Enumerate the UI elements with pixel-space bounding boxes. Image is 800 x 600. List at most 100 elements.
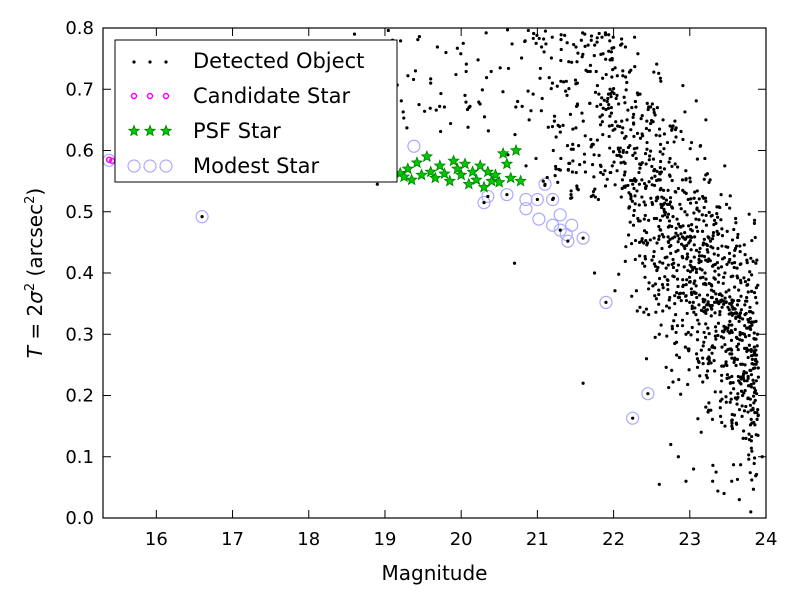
detected-object-point (582, 160, 587, 164)
detected-object-point (731, 463, 736, 467)
detected-object-point (672, 319, 676, 323)
detected-object-point (668, 156, 672, 161)
detected-object-point (600, 35, 604, 39)
detected-object-point (653, 335, 657, 339)
detected-object-point (718, 414, 723, 418)
detected-object-point (755, 417, 759, 421)
detected-object-point (617, 153, 621, 157)
detected-object-point (681, 83, 685, 88)
detected-object-point (732, 254, 736, 258)
detected-object-point (690, 306, 694, 311)
detected-object-point (622, 136, 627, 140)
detected-object-point (713, 390, 717, 394)
detected-object-point (630, 106, 634, 110)
detected-object-point (604, 107, 608, 112)
detected-object-point (667, 298, 671, 302)
detected-object-point (688, 300, 692, 304)
detected-object-point (665, 304, 669, 308)
detected-object-point (701, 275, 705, 279)
detected-object-point (732, 227, 736, 232)
detected-object-point (731, 381, 735, 385)
detected-object-point (554, 135, 558, 139)
detected-object-point (601, 106, 605, 110)
detected-object-point (624, 184, 628, 188)
detected-object-point (595, 104, 599, 108)
detected-object-point (657, 224, 661, 229)
detected-object-point (643, 257, 648, 261)
detected-object-point (633, 99, 637, 104)
x-tick-label: 21 (526, 529, 549, 550)
detected-object-point (686, 268, 690, 273)
detected-object-point (401, 110, 405, 114)
psf-star-point (462, 177, 476, 190)
detected-object-point (723, 271, 727, 275)
detected-object-point (551, 148, 555, 153)
detected-object-point (739, 389, 744, 393)
detected-object-point (413, 69, 418, 73)
detected-object-point (734, 315, 738, 319)
detected-object-point (736, 342, 741, 346)
detected-object-point (717, 273, 721, 277)
detected-object-point (738, 316, 742, 320)
detected-object-point (586, 43, 590, 47)
detected-object-point (633, 194, 637, 198)
detected-object-point (657, 292, 661, 297)
detected-object-point (731, 307, 735, 311)
psf-star-point (504, 171, 517, 184)
detected-object-point (663, 275, 667, 279)
modest-star-point (519, 202, 533, 216)
detected-object-point (683, 110, 687, 114)
detected-object-point (749, 510, 753, 514)
detected-object-point (633, 35, 637, 39)
detected-object-point (702, 205, 706, 210)
detected-object-point (694, 200, 698, 205)
detected-object-point (668, 124, 672, 128)
detected-object-point (710, 307, 714, 311)
detected-object-point (621, 148, 625, 153)
detected-object-point (693, 306, 697, 310)
detected-object-point (634, 156, 638, 161)
detected-object-point (743, 389, 747, 393)
detected-object-point (670, 327, 675, 331)
detected-object-point (665, 334, 669, 338)
detected-object-point (614, 120, 618, 124)
detected-object-point (468, 104, 472, 108)
detected-object-point (707, 347, 711, 352)
detected-object-point (741, 436, 745, 440)
detected-object-point (730, 313, 734, 317)
psf-star-point (420, 150, 434, 162)
detected-object-point (520, 56, 524, 60)
detected-object-point (673, 119, 677, 123)
detected-object-point (687, 275, 692, 279)
detected-object-point (631, 153, 635, 157)
detected-object-point (647, 281, 651, 285)
detected-object-point (747, 457, 751, 461)
y-tick-label: 0.7 (65, 79, 94, 100)
detected-object-point (684, 191, 688, 195)
detected-object-point (567, 161, 571, 165)
detected-object-point (622, 173, 627, 177)
detected-object-point (662, 167, 667, 171)
detected-object-point (647, 158, 651, 162)
detected-object-point (681, 224, 685, 228)
detected-object-point (439, 91, 443, 96)
detected-object-point (570, 170, 575, 174)
detected-object-point (746, 355, 750, 360)
detected-object-point (648, 154, 652, 158)
detected-object-point (520, 104, 524, 108)
detected-object-point (663, 201, 667, 205)
detected-object-point (720, 373, 724, 377)
detected-object-point (746, 283, 750, 287)
modest-star-point (561, 234, 575, 248)
detected-object-point (745, 299, 749, 303)
x-axis-label: Magnitude (382, 561, 488, 585)
detected-object-point (755, 258, 759, 262)
detected-object-point (643, 151, 648, 156)
detected-object-point (638, 254, 642, 258)
detected-object-point (655, 169, 659, 173)
detected-object-point (666, 212, 671, 216)
detected-object-point (724, 202, 729, 206)
detected-object-point (630, 199, 635, 203)
detected-object-point (689, 140, 694, 145)
detected-object-point (597, 92, 601, 96)
